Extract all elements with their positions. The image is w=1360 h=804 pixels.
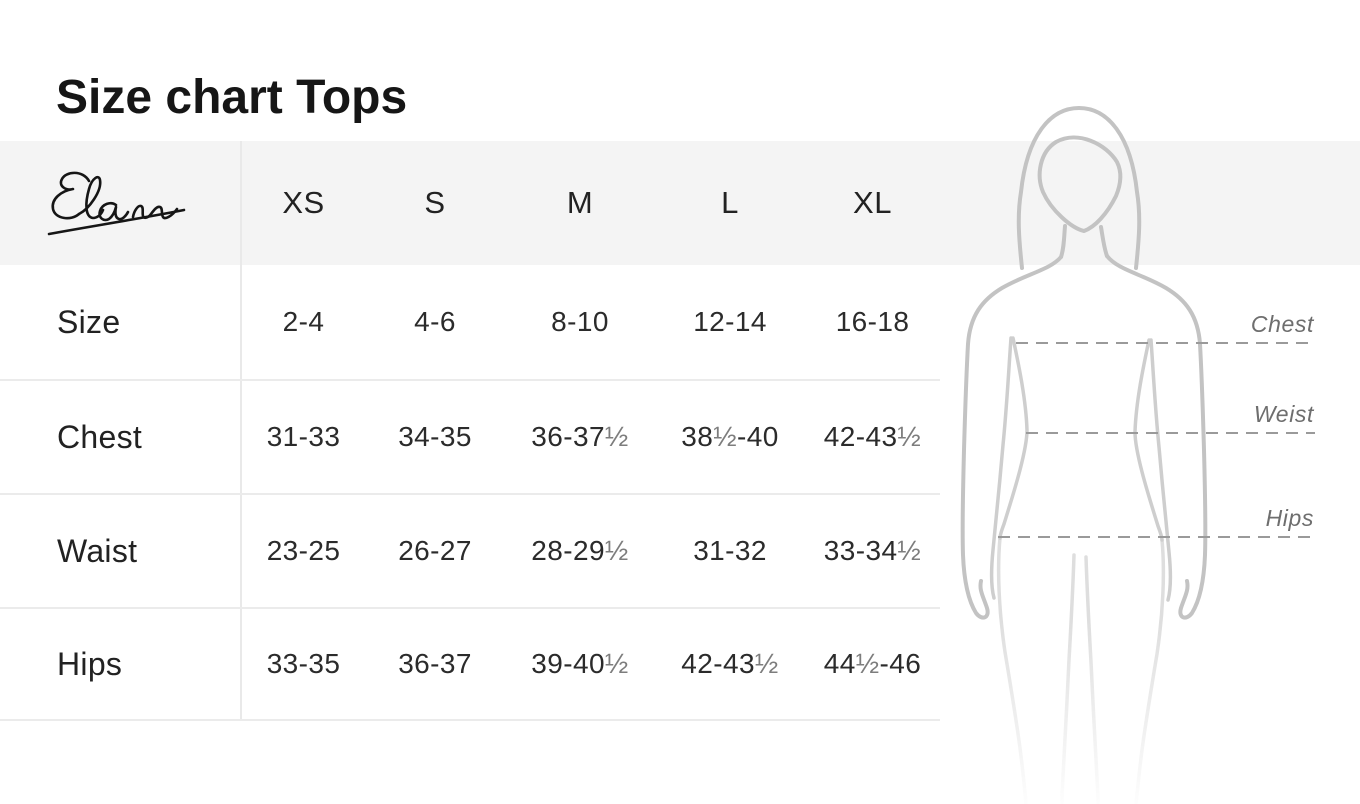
waist-measure-line	[1026, 432, 1315, 434]
brand-logo: Elan	[0, 141, 240, 265]
cell-chest-xl: 42-43 ½	[823, 421, 922, 452]
size-chart-table: Elan XS S M L XL	[0, 141, 940, 721]
cell-size-xs: 2-4	[240, 265, 365, 379]
row-label-waist: Waist	[57, 532, 138, 569]
size-header-xs: XS	[240, 141, 365, 265]
page-title: Size chart Tops	[56, 71, 408, 125]
chest-measure-label: Chest	[1250, 311, 1314, 337]
table-row-size: Size 2-4 4-6 8-10 12-14 16-18	[0, 265, 940, 379]
cell-chest-s: 34-35	[398, 421, 472, 452]
cell-waist-m: 28-29 ½	[531, 535, 629, 566]
hips-measure-line	[998, 536, 1315, 538]
brand-logo-cell: Elan	[0, 141, 240, 265]
cell-hips-xl: 44 ½ -46	[823, 648, 922, 679]
row-label-size: Size	[57, 303, 121, 340]
figure-torso	[989, 336, 1173, 602]
elan-script-logo-icon	[47, 171, 186, 236]
row-label-hips: Hips	[57, 645, 123, 682]
size-header-s: S	[424, 185, 446, 220]
cell-waist-l: 31-32	[693, 535, 767, 566]
cell-size-m: 8-10	[551, 306, 609, 337]
size-header-xl: XL	[853, 185, 892, 220]
cell-chest-xs: 31-33	[240, 381, 365, 493]
cell-hips-xs: 33-35	[240, 609, 365, 719]
cell-hips-m: 39-40 ½	[531, 648, 629, 679]
chest-measure-line	[1016, 342, 1315, 344]
cell-waist-xl: 33-34 ½	[823, 535, 922, 566]
cell-size-l: 12-14	[693, 306, 767, 337]
cell-waist-s: 26-27	[398, 535, 472, 566]
cell-size-xl: 16-18	[835, 306, 910, 337]
table-row-chest: Chest 31-33 34-35 36-37 ½ 38 ½ -40 42-43 ½	[0, 379, 940, 493]
cell-chest-m: 36-37 ½	[531, 421, 629, 452]
female-body-outline-illustration	[930, 106, 1230, 804]
size-header-m: M	[566, 185, 594, 220]
cell-size-s: 4-6	[414, 306, 456, 337]
waist-measure-label: Weist	[1253, 401, 1314, 427]
cell-waist-xs: 23-25	[240, 495, 365, 607]
hips-measure-label: Hips	[1265, 505, 1314, 531]
table-row-waist: Waist 23-25 26-27 28-29 ½ 31-32 33-34 ½	[0, 493, 940, 607]
figure-fade-overlay	[930, 620, 1230, 804]
cell-chest-l: 38 ½ -40	[681, 421, 779, 452]
cell-hips-l: 42-43 ½	[681, 648, 779, 679]
figure-head-and-arms	[960, 106, 1208, 620]
size-header-l: L	[721, 185, 739, 220]
table-header-row: Elan XS S M L XL	[0, 141, 940, 265]
cell-hips-s: 36-37	[398, 648, 472, 679]
row-label-chest: Chest	[57, 418, 143, 455]
table-row-hips: Hips 33-35 36-37 39-40 ½ 42-43 ½ 44 ½ -46	[0, 607, 940, 721]
